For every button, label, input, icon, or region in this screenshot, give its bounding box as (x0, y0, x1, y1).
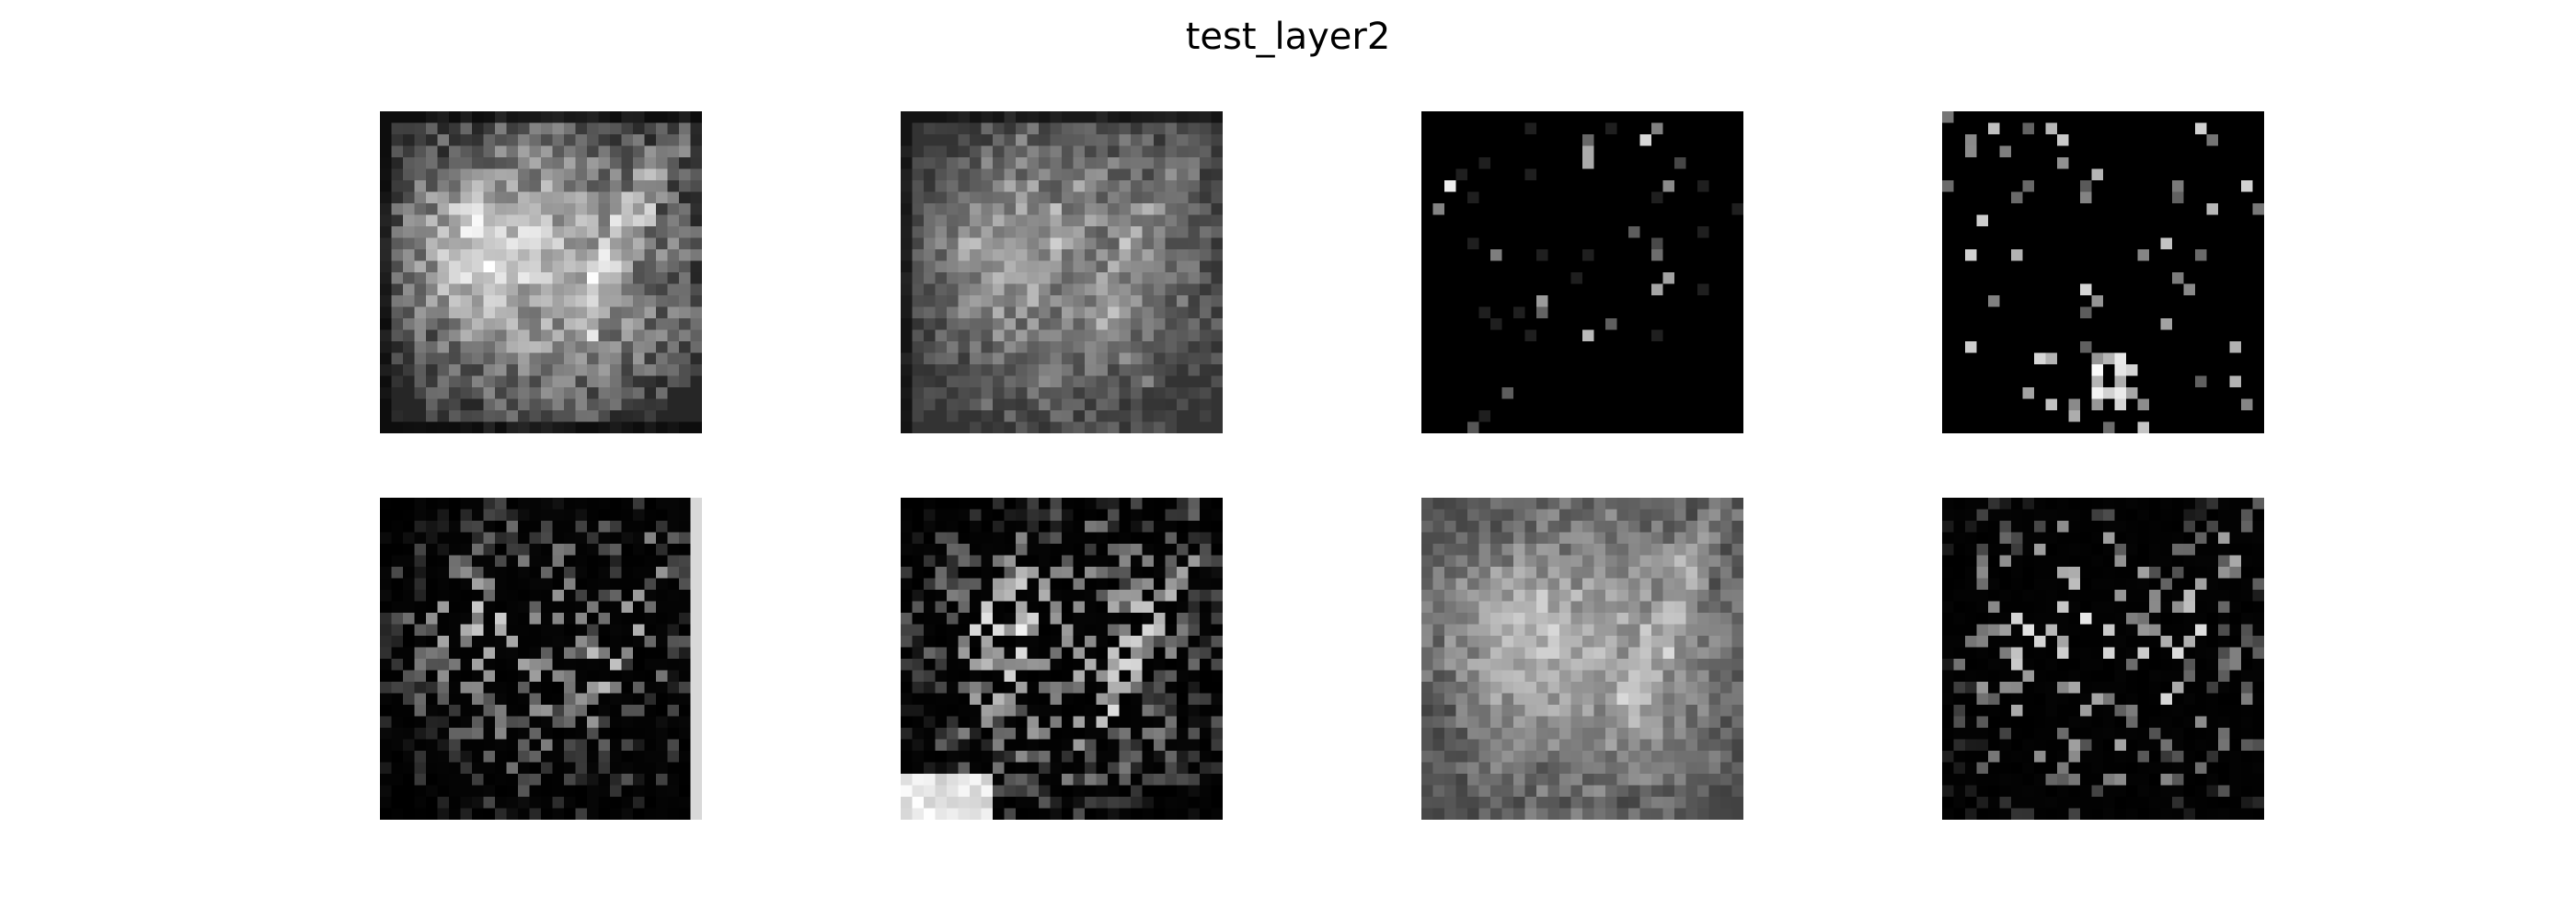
feature-map-6-image (901, 498, 1223, 820)
feature-map-8 (1942, 498, 2264, 820)
feature-map-2-image (901, 111, 1223, 433)
feature-map-1-image (380, 111, 702, 433)
feature-map-8-image (1942, 498, 2264, 820)
feature-map-4-image (1942, 111, 2264, 433)
feature-map-5 (380, 498, 702, 820)
figure-title: test_layer2 (1185, 16, 1391, 58)
feature-map-3-image (1421, 111, 1743, 433)
feature-map-3 (1421, 111, 1743, 433)
feature-map-2 (901, 111, 1223, 433)
feature-map-5-image (380, 498, 702, 820)
feature-map-4 (1942, 111, 2264, 433)
feature-map-7-image (1421, 498, 1743, 820)
feature-map-7 (1421, 498, 1743, 820)
feature-map-1 (380, 111, 702, 433)
feature-map-6 (901, 498, 1223, 820)
